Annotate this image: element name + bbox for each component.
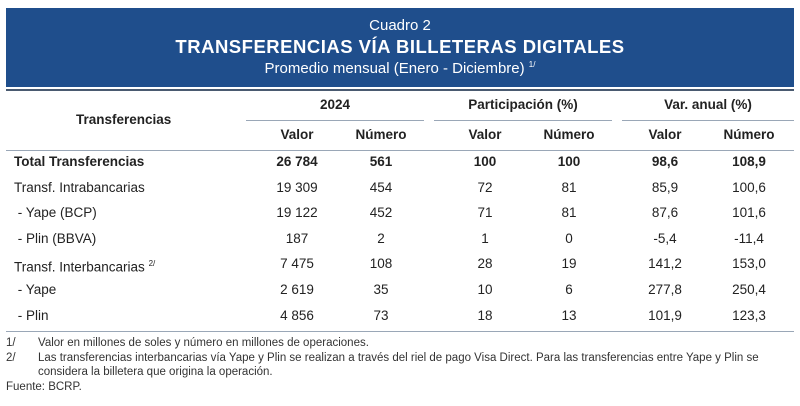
table-cell: 28 <box>477 256 493 272</box>
footnote: 1/Valor en millones de soles y número en… <box>6 336 796 351</box>
row-label: Total Transferencias <box>14 154 144 170</box>
row-label-text: - Yape (BCP) <box>14 205 97 221</box>
table-cell: 19 309 <box>276 179 318 195</box>
table-cell: 123,3 <box>732 307 766 323</box>
group-underline-participacion <box>434 120 612 121</box>
table-cell: 19 122 <box>276 205 318 221</box>
row-label: - Plin (BBVA) <box>14 230 97 247</box>
table-cell: 72 <box>477 179 493 195</box>
table-cell: 18 <box>477 307 493 323</box>
table-cell: 250,4 <box>732 282 766 297</box>
table-cell: 10 <box>477 282 493 297</box>
table-cell: 101,9 <box>648 307 682 323</box>
data-table: Transferencias 2024 Participación (%) Va… <box>6 87 794 333</box>
table-cell: 100 <box>557 154 581 169</box>
table-cell: 73 <box>373 307 389 323</box>
row-label-text: Transf. Intrabancarias <box>14 179 145 195</box>
group-header-2024: 2024 <box>319 97 351 112</box>
table-cell: 100,6 <box>732 179 766 195</box>
table-cell: 277,8 <box>648 282 682 297</box>
subcol-header: Número <box>355 127 407 142</box>
table-cell: 108 <box>369 256 393 272</box>
row-label: - Yape (BCP) <box>14 205 97 221</box>
subtitle-footnote-ref: 1/ <box>528 60 536 69</box>
subcol-header: Valor <box>648 127 682 142</box>
subcol-header: Número <box>723 127 775 142</box>
table-cell: 454 <box>369 179 393 195</box>
table-cell: 7 475 <box>280 256 314 272</box>
subcol-header: Número <box>543 127 595 142</box>
table-cell: 6 <box>565 282 573 297</box>
row-label-text: Total Transferencias <box>14 154 145 169</box>
table-cell: -5,4 <box>653 230 677 246</box>
table-cell: 81 <box>561 179 577 195</box>
table-cell: 2 619 <box>280 282 314 297</box>
table-cell: 153,0 <box>732 256 766 272</box>
row-footnote-ref: 2/ <box>148 259 156 269</box>
table-cell: 13 <box>561 307 577 323</box>
table-cell: 98,6 <box>651 154 679 169</box>
table-cell: -11,4 <box>734 230 764 246</box>
row-label-text: - Plin <box>14 307 49 323</box>
subtitle-text: Promedio mensual (Enero - Diciembre) <box>264 60 525 77</box>
page-subtitle: Promedio mensual (Enero - Diciembre) 1/ <box>6 60 794 77</box>
footnote: 2/Las transferencias interbancarias vía … <box>6 351 796 380</box>
table-cell: 87,6 <box>651 205 679 221</box>
group-header-var-anual: Var. anual (%) <box>664 97 752 112</box>
group-header-participacion: Participación (%) <box>468 97 578 112</box>
footnote-text: Las transferencias interbancarias vía Ya… <box>38 351 759 379</box>
footnote-number: 2/ <box>6 351 16 364</box>
table-cell: 141,2 <box>648 256 682 272</box>
table-cell: 81 <box>561 205 577 221</box>
group-underline-var-anual <box>622 120 794 121</box>
table-cell: 19 <box>561 256 577 272</box>
header-bottom-rule <box>6 150 794 151</box>
source-note: Fuente: BCRP. <box>6 380 82 393</box>
row-label-text: - Plin (BBVA) <box>14 230 97 246</box>
row-label: - Plin <box>14 308 49 324</box>
table-cell: 4 856 <box>280 307 314 323</box>
row-label: Transf. Intrabancarias <box>14 180 145 196</box>
table-cell: 1 <box>481 230 489 246</box>
row-label-text: - Yape <box>14 282 57 297</box>
row-header-label: Transferencias <box>76 112 172 127</box>
table-cell: 2 <box>377 230 385 246</box>
table-cell: 71 <box>477 205 493 221</box>
footnotes: 1/Valor en millones de soles y número en… <box>6 336 796 394</box>
footnote-number: 1/ <box>6 337 16 349</box>
table-cell: 35 <box>373 282 389 297</box>
table-cell: 101,6 <box>732 205 766 221</box>
row-label: Transf. Interbancarias 2/ <box>14 256 155 276</box>
table-cell: 561 <box>369 154 393 169</box>
table-cell: 108,9 <box>732 154 766 169</box>
table-header-banner: Cuadro 2 TRANSFERENCIAS VÍA BILLETERAS D… <box>6 8 794 87</box>
page-title: TRANSFERENCIAS VÍA BILLETERAS DIGITALES <box>175 36 625 57</box>
subcol-header: Valor <box>280 127 314 142</box>
table-cell: 452 <box>369 205 393 221</box>
row-label-text: Transf. Interbancarias <box>14 259 145 275</box>
table-cell: 0 <box>565 230 573 246</box>
table-cell: 187 <box>285 230 309 246</box>
row-label: - Yape <box>14 282 57 298</box>
subcol-header: Valor <box>468 127 502 142</box>
table-number: Cuadro 2 <box>369 17 431 34</box>
table-cell: 85,9 <box>651 179 679 195</box>
table-cell: 26 784 <box>276 154 318 169</box>
table-top-rule <box>6 89 794 91</box>
group-underline-2024 <box>246 120 424 121</box>
footnote-text: Valor en millones de soles y número en m… <box>38 337 369 349</box>
table-cell: 100 <box>473 154 497 169</box>
table-bottom-rule <box>6 331 794 332</box>
